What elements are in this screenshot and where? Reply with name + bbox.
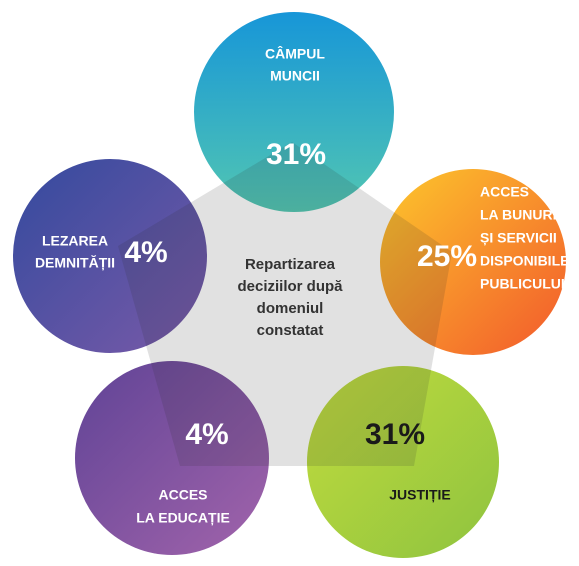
node-label: ACCES [480, 184, 529, 200]
node-label: LEZAREA [42, 233, 108, 249]
node-label: PUBLICULUI [480, 276, 565, 292]
node-label: ACCES [158, 487, 207, 503]
node-value: 31% [266, 138, 326, 171]
node-label: JUSTIȚIE [389, 487, 450, 503]
node-value: 4% [124, 236, 167, 269]
node-circle [75, 361, 269, 555]
node-value: 4% [185, 418, 228, 451]
node-circle [194, 12, 394, 212]
node-circle [380, 169, 566, 355]
node-label: DISPONIBILE [480, 253, 569, 269]
node-value: 31% [365, 418, 425, 451]
center-text: constatat [257, 322, 324, 339]
node-label: ȘI SERVICII [480, 230, 557, 246]
circles [13, 12, 566, 558]
center-text: domeniul [257, 300, 324, 317]
node-circle [13, 159, 207, 353]
node-label: MUNCII [270, 68, 320, 84]
node-label: CÂMPUL [265, 45, 325, 62]
node-label: LA BUNURI [480, 207, 556, 223]
node-circle [307, 366, 499, 558]
center-text: Repartizarea [245, 256, 336, 273]
labels: Repartizarea deciziilor după domeniul const… [35, 45, 570, 526]
center-text: deciziilor după [237, 278, 343, 295]
pentagon [118, 142, 452, 466]
node-value: 25% [417, 240, 477, 273]
node-label: DEMNITĂȚII [35, 255, 115, 271]
node-label: LA EDUCAȚIE [136, 510, 230, 526]
